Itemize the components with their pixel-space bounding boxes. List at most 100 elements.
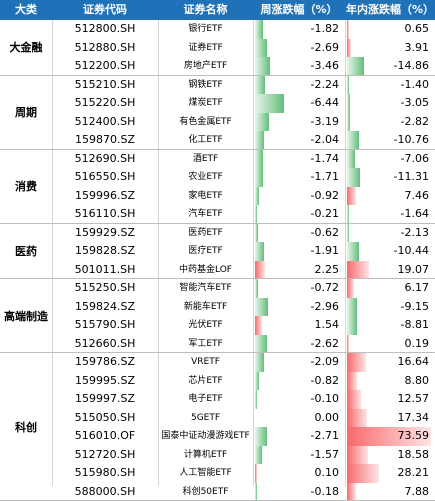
weekly-change-cell: -2.04: [253, 131, 345, 150]
weekly-change-value: -2.09: [311, 353, 339, 372]
weekly-change-bar: [255, 94, 284, 113]
ytd-change-value: -10.76: [394, 131, 429, 150]
weekly-change-bar: [255, 353, 264, 372]
ytd-change-cell: 0.65: [345, 20, 435, 39]
ytd-change-value: -1.40: [401, 76, 429, 95]
ytd-change-value: 18.58: [398, 446, 430, 465]
weekly-change-cell: -0.10: [253, 390, 345, 409]
ytd-change-value: -3.05: [401, 94, 429, 113]
ytd-change-value: 6.17: [405, 279, 430, 298]
weekly-change-value: -0.82: [311, 372, 339, 391]
security-code: 501011.SH: [52, 261, 158, 280]
security-name: 银行ETF: [158, 20, 253, 39]
ytd-change-cell: 12.57: [345, 390, 435, 409]
ytd-change-cell: -2.13: [345, 224, 435, 243]
ytd-change-value: 0.65: [405, 20, 430, 39]
ytd-change-cell: 19.07: [345, 261, 435, 280]
ytd-change-bar: [347, 372, 357, 391]
ytd-change-value: 7.88: [405, 483, 430, 501]
ytd-change-cell: -1.40: [345, 76, 435, 95]
security-code: 515210.SH: [52, 76, 158, 95]
weekly-change-bar: [255, 316, 262, 335]
weekly-change-value: -1.57: [311, 446, 339, 465]
weekly-change-bar: [255, 427, 267, 446]
security-code: 512660.SH: [52, 335, 158, 354]
weekly-change-cell: -1.71: [253, 168, 345, 187]
security-code: 516010.OF: [52, 427, 158, 446]
weekly-change-value: -2.04: [311, 131, 339, 150]
weekly-change-bar: [255, 131, 264, 150]
security-code: 512800.SH: [52, 20, 158, 39]
weekly-change-cell: -2.69: [253, 39, 345, 58]
ytd-change-cell: 17.34: [345, 409, 435, 428]
weekly-change-bar: [255, 187, 259, 206]
weekly-change-bar: [255, 335, 267, 354]
weekly-change-cell: 0.00: [253, 409, 345, 428]
ytd-change-value: -14.86: [394, 57, 429, 76]
security-name: 电子ETF: [158, 390, 253, 409]
weekly-change-bar: [255, 76, 265, 95]
security-name: 人工智能ETF: [158, 464, 253, 483]
security-name: 钢铁ETF: [158, 76, 253, 95]
weekly-change-bar: [255, 483, 257, 501]
weekly-change-value: -0.10: [311, 390, 339, 409]
weekly-change-cell: -2.71: [253, 427, 345, 446]
category-cell: 消费: [0, 150, 52, 224]
security-name: 农业ETF: [158, 168, 253, 187]
ytd-change-value: 3.91: [405, 39, 430, 58]
ytd-change-cell: -14.86: [345, 57, 435, 76]
security-name: 家电ETF: [158, 187, 253, 206]
ytd-change-value: -2.13: [401, 224, 429, 243]
weekly-change-bar: [255, 57, 270, 76]
weekly-change-value: -6.44: [311, 94, 339, 113]
security-code: 512720.SH: [52, 446, 158, 465]
ytd-change-bar: [347, 316, 357, 335]
weekly-change-bar: [255, 372, 259, 391]
weekly-change-value: -3.19: [311, 113, 339, 132]
security-name: 医疗ETF: [158, 242, 253, 261]
ytd-change-bar: [347, 20, 349, 39]
weekly-change-bar: [255, 446, 262, 465]
weekly-change-cell: -3.46: [253, 57, 345, 76]
ytd-change-bar: [347, 205, 349, 224]
weekly-change-cell: -3.19: [253, 113, 345, 132]
ytd-change-cell: -9.15: [345, 298, 435, 317]
weekly-change-bar: [255, 224, 258, 243]
weekly-change-value: -1.91: [311, 242, 339, 261]
security-name: 酒ETF: [158, 150, 253, 169]
ytd-change-cell: 3.91: [345, 39, 435, 58]
security-name: 计算机ETF: [158, 446, 253, 465]
security-name: 医药ETF: [158, 224, 253, 243]
weekly-change-value: -3.46: [311, 57, 339, 76]
ytd-change-value: 12.57: [398, 390, 430, 409]
weekly-change-value: -0.92: [311, 187, 339, 206]
ytd-change-bar: [347, 464, 379, 483]
security-code: 159786.SZ: [52, 353, 158, 372]
weekly-change-value: -0.62: [311, 224, 339, 243]
weekly-change-value: -0.18: [311, 483, 339, 501]
ytd-change-cell: -3.05: [345, 94, 435, 113]
ytd-change-bar: [347, 150, 355, 169]
category-cell: 周期: [0, 76, 52, 150]
ytd-change-cell: -10.76: [345, 131, 435, 150]
ytd-change-cell: -11.31: [345, 168, 435, 187]
header-weekly-change: 周涨跌幅（%）: [253, 0, 345, 20]
weekly-change-bar: [255, 464, 257, 483]
security-name: 军工ETF: [158, 335, 253, 354]
weekly-change-bar: [255, 242, 264, 261]
weekly-change-value: -0.72: [311, 279, 339, 298]
weekly-change-bar: [255, 390, 257, 409]
weekly-change-cell: -0.21: [253, 205, 345, 224]
security-code: 515790.SH: [52, 316, 158, 335]
security-code: 512880.SH: [52, 39, 158, 58]
